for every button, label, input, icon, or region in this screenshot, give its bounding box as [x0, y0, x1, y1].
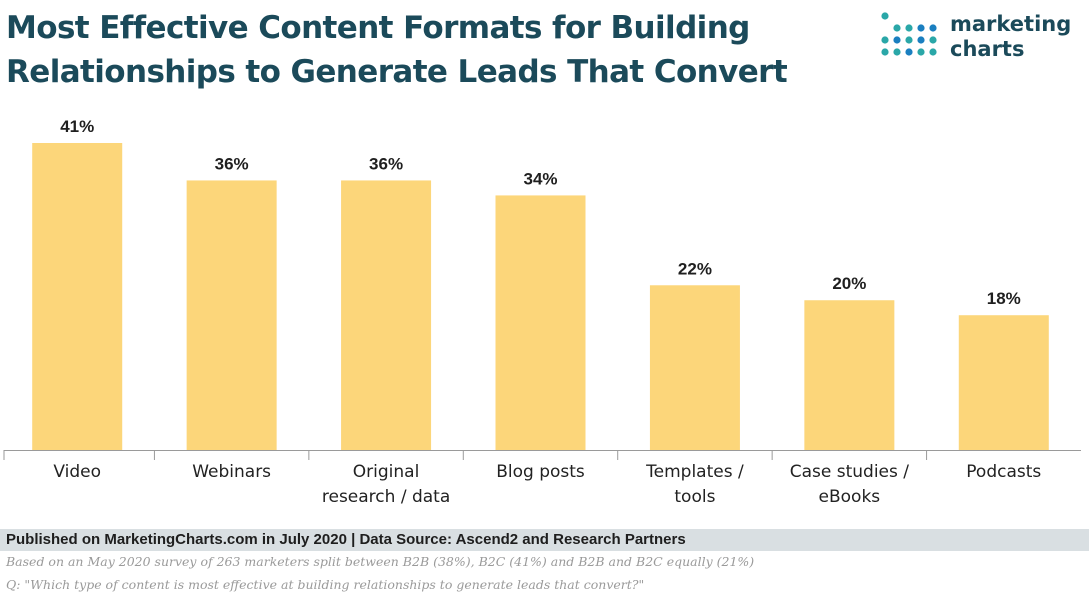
bar [804, 300, 895, 450]
bar-value-label: 22% [678, 259, 712, 278]
bar [341, 180, 432, 450]
chart-title-line-2: Relationships to Generate Leads That Con… [6, 54, 788, 90]
logo-wordmark: marketing charts [950, 12, 1071, 62]
bar-value-label: 20% [832, 274, 866, 293]
bar-value-label: 34% [523, 169, 557, 188]
category-label: Webinars [192, 462, 271, 482]
chart-footer: Published on MarketingCharts.com in July… [0, 529, 1089, 613]
category-label: Templates / [645, 462, 744, 482]
bar [186, 180, 277, 450]
category-label: Original [353, 462, 420, 482]
bar [32, 143, 123, 450]
published-source-line: Published on MarketingCharts.com in July… [0, 529, 1089, 551]
category-label: research / data [322, 487, 450, 507]
bar-value-label: 36% [215, 154, 249, 173]
survey-note: Based on an May 2020 survey of 263 marke… [6, 554, 755, 569]
bar [649, 285, 740, 450]
logo-word-marketing: marketing [950, 12, 1072, 36]
chart-title: Most Effective Content Formats for Build… [6, 6, 866, 94]
category-label: tools [674, 487, 715, 507]
category-label: Podcasts [966, 462, 1041, 482]
category-label: Case studies / [790, 462, 910, 482]
bar-value-label: 41% [60, 117, 94, 136]
bar-value-label: 18% [987, 289, 1021, 308]
category-label: Blog posts [496, 462, 585, 482]
chart-title-line-1: Most Effective Content Formats for Build… [6, 10, 750, 46]
logo-dots-icon [881, 12, 937, 56]
bar-chart: 41% Video 36% Webinars 36% Original research /… [3, 117, 1081, 507]
logo-word-charts: charts [950, 37, 1025, 61]
survey-question: Q: "Which type of content is most effect… [6, 577, 645, 592]
marketingcharts-logo: marketing charts [880, 10, 1080, 66]
category-label: eBooks [819, 487, 881, 507]
category-label: Video [53, 462, 101, 482]
bar [495, 195, 586, 450]
bar [958, 315, 1049, 450]
bar-value-label: 36% [369, 154, 403, 173]
